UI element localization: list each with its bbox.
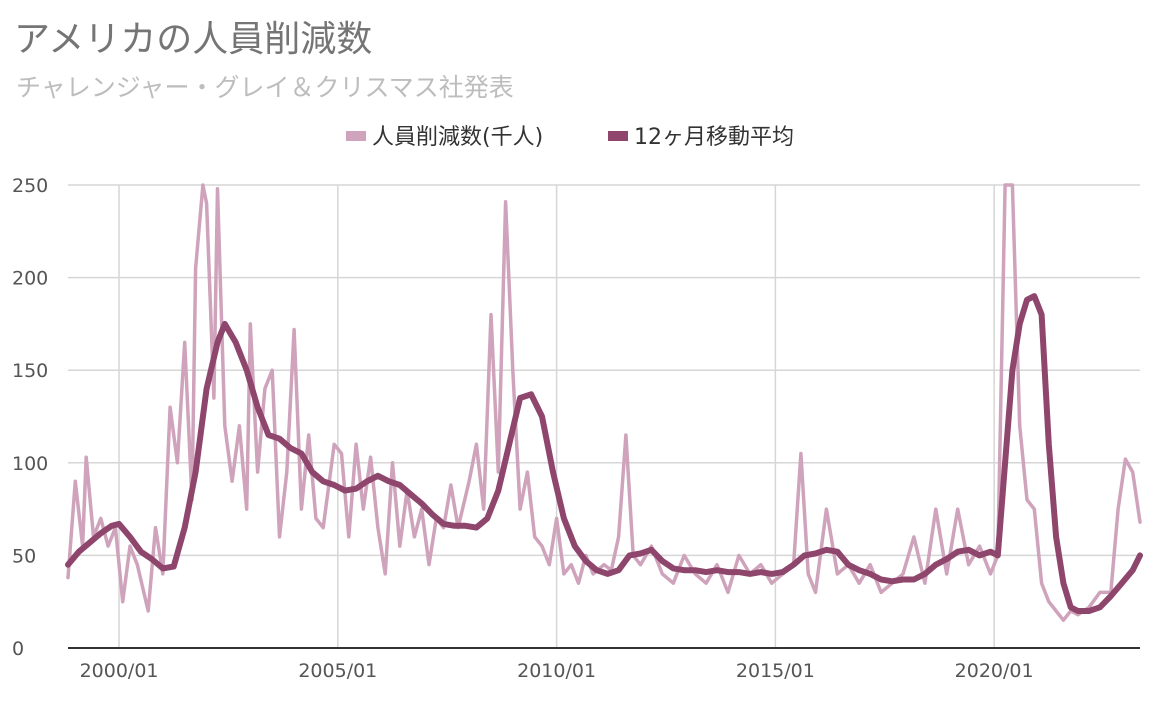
legend-swatch-monthly: [346, 131, 366, 141]
series-line-monthly: [66, 183, 1142, 622]
legend[interactable]: 人員削減数(千人) 12ヶ月移動平均: [346, 125, 794, 150]
x-tick-label: 2010/01: [517, 660, 596, 682]
x-tick-label: 2005/01: [298, 660, 377, 682]
gridlines: [68, 184, 1140, 648]
x-axis-ticks: 2000/01 2005/01 2010/01 2015/01 2020/01: [80, 660, 1034, 682]
series-line-moving-average: [65, 293, 1143, 614]
legend-label-moving-average: 12ヶ月移動平均: [634, 125, 794, 150]
legend-label-monthly: 人員削減数(千人): [372, 125, 543, 150]
x-tick-label: 2015/01: [736, 660, 815, 682]
legend-swatch-moving-average: [608, 131, 628, 141]
y-axis-ticks: 0 50 100 150 200 250: [12, 175, 48, 660]
y-tick-label: 200: [12, 268, 48, 290]
y-tick-label: 0: [12, 638, 24, 660]
y-tick-label: 150: [12, 360, 48, 382]
x-tick-label: 2020/01: [955, 660, 1034, 682]
chart-subtitle: チャレンジャー・グレイ＆クリスマス社発表: [16, 73, 514, 102]
chart-title: アメリカの人員削減数: [14, 19, 373, 60]
y-tick-label: 50: [12, 545, 36, 567]
y-tick-label: 250: [12, 175, 48, 197]
x-tick-label: 2000/01: [80, 660, 159, 682]
y-tick-label: 100: [12, 453, 48, 475]
series-layer: [65, 183, 1143, 622]
